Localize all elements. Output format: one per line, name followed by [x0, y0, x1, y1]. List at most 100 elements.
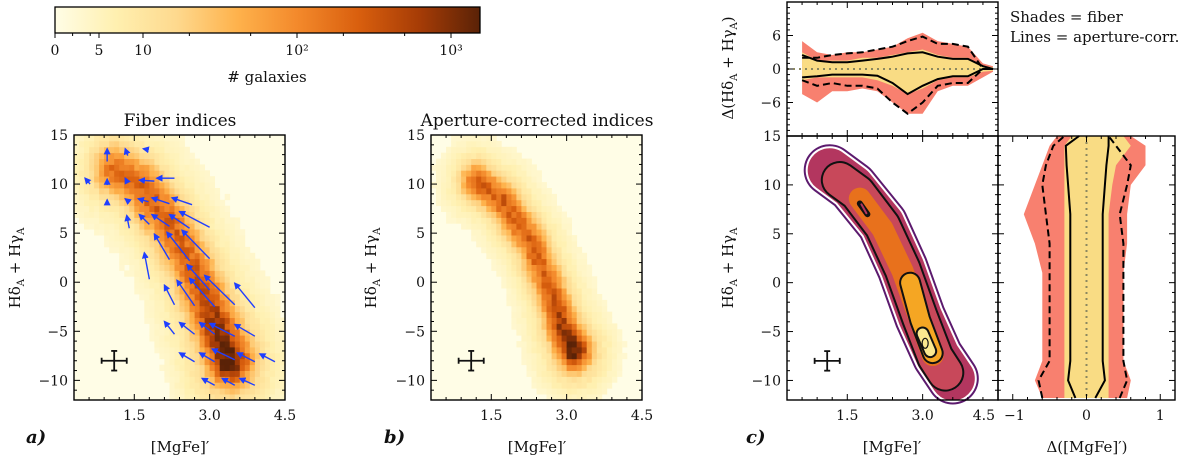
heatmap-cell: [280, 347, 286, 354]
heatmap-cell: [194, 364, 200, 371]
heatmap-cell: [199, 246, 205, 254]
heatmap-cell: [556, 388, 562, 395]
heatmap-cell: [159, 294, 165, 301]
heatmap-cell: [486, 152, 492, 159]
heatmap-cell: [209, 341, 215, 348]
heatmap-cell: [486, 146, 492, 154]
heatmap-cell: [234, 364, 241, 371]
heatmap-cell: [551, 217, 557, 224]
heatmap-cell: [481, 170, 487, 177]
heatmap-cell: [536, 329, 542, 336]
contour-peak: [921, 337, 929, 349]
heatmap-cell: [184, 158, 190, 165]
heatmap-cell: [521, 217, 527, 224]
heatmap-cell: [169, 246, 175, 254]
heatmap-cell: [79, 152, 85, 159]
heatmap-cell: [541, 370, 547, 377]
heatmap-cell: [209, 388, 215, 395]
heatmap-cell: [129, 205, 135, 212]
heatmap-cell: [536, 205, 542, 212]
heatmap-cell: [526, 205, 532, 212]
heatmap-cell: [531, 376, 537, 383]
heatmap-cell: [174, 311, 180, 318]
heatmap-cell: [219, 358, 226, 366]
heatmap-cell: [491, 235, 497, 242]
heatmap-cell: [84, 164, 90, 171]
heatmap-cell: [209, 276, 215, 283]
heatmap-cell: [229, 252, 236, 260]
heatmap-cell: [119, 258, 125, 265]
heatmap-cell: [516, 246, 522, 254]
heatmap-cell: [446, 152, 452, 159]
heatmap-cell: [74, 158, 80, 165]
heatmap-cell: [194, 229, 200, 236]
heatmap-cell: [194, 282, 200, 289]
heatmap-cell: [571, 358, 578, 366]
heatmap-cell: [214, 388, 221, 395]
heatmap-cell: [84, 199, 90, 207]
heatmap-cell: [521, 341, 527, 348]
heatmap-cell: [79, 205, 85, 212]
heatmap-cell: [586, 288, 593, 295]
heatmap-cell: [591, 394, 598, 401]
heatmap-cell: [184, 329, 190, 336]
heatmap-cell: [451, 205, 457, 212]
colorbar-tick-label: 10³: [439, 43, 462, 59]
heatmap-cell: [516, 182, 522, 189]
heatmap-cell: [109, 135, 115, 142]
heatmap-cell: [576, 382, 583, 389]
heatmap-cell: [491, 252, 497, 260]
heatmap-cell: [204, 199, 210, 207]
heatmap-cell: [546, 382, 552, 389]
heatmap-cell: [89, 176, 95, 183]
heatmap-cell: [204, 370, 210, 377]
heatmap-cell: [199, 347, 205, 354]
heatmap-cell: [119, 217, 125, 224]
heatmap-cell: [561, 364, 567, 371]
aperture-outer-lower: [801, 68, 993, 115]
heatmap-cell: [174, 388, 180, 395]
heatmap-cell: [244, 323, 251, 330]
heatmap-cell: [254, 358, 261, 366]
heatmap-cell: [234, 252, 241, 260]
heatmap-cell: [149, 323, 155, 330]
heatmap-cell: [179, 205, 185, 212]
heatmap-cell: [214, 193, 221, 201]
heatmap-cell: [586, 388, 593, 395]
heatmap-cell: [219, 341, 226, 348]
colorbar-tick-label: 0: [51, 43, 60, 59]
heatmap-cell: [486, 199, 492, 207]
heatmap-cell: [154, 305, 160, 313]
heatmap-cell: [214, 329, 221, 336]
heatmap-cell: [149, 294, 155, 301]
heatmap-cell: [541, 335, 547, 342]
heatmap-cell: [159, 317, 165, 324]
heatmap-cell: [456, 205, 462, 212]
heatmap-cell: [591, 276, 598, 283]
heatmap-cell: [526, 352, 532, 360]
colorbar-tick-label: 5: [95, 43, 104, 59]
heatmap-cell: [229, 364, 236, 371]
heatmap-cell: [591, 382, 598, 389]
heatmap-cell: [551, 264, 557, 271]
heatmap-cell: [576, 329, 583, 336]
heatmap-cell: [501, 193, 507, 201]
heatmap-cell: [541, 282, 547, 289]
heatmap-cell: [99, 188, 105, 195]
heatmap-cell: [159, 288, 165, 295]
heatmap-cell: [164, 341, 170, 348]
heatmap-cell: [109, 182, 115, 189]
heatmap-cell: [124, 229, 130, 236]
heatmap-cell: [601, 317, 608, 324]
heatmap-cell: [79, 176, 85, 183]
heatmap-cell: [259, 329, 266, 336]
heatmap-cell: [516, 305, 522, 313]
heatmap-cell: [239, 364, 246, 371]
heatmap-cell: [541, 241, 547, 248]
heatmap-cell: [496, 246, 502, 254]
heatmap-cell: [174, 152, 180, 159]
heatmap-cell: [154, 217, 160, 224]
heatmap-cell: [104, 182, 110, 189]
heatmap-cell: [275, 370, 281, 377]
heatmap-cell: [556, 235, 562, 242]
